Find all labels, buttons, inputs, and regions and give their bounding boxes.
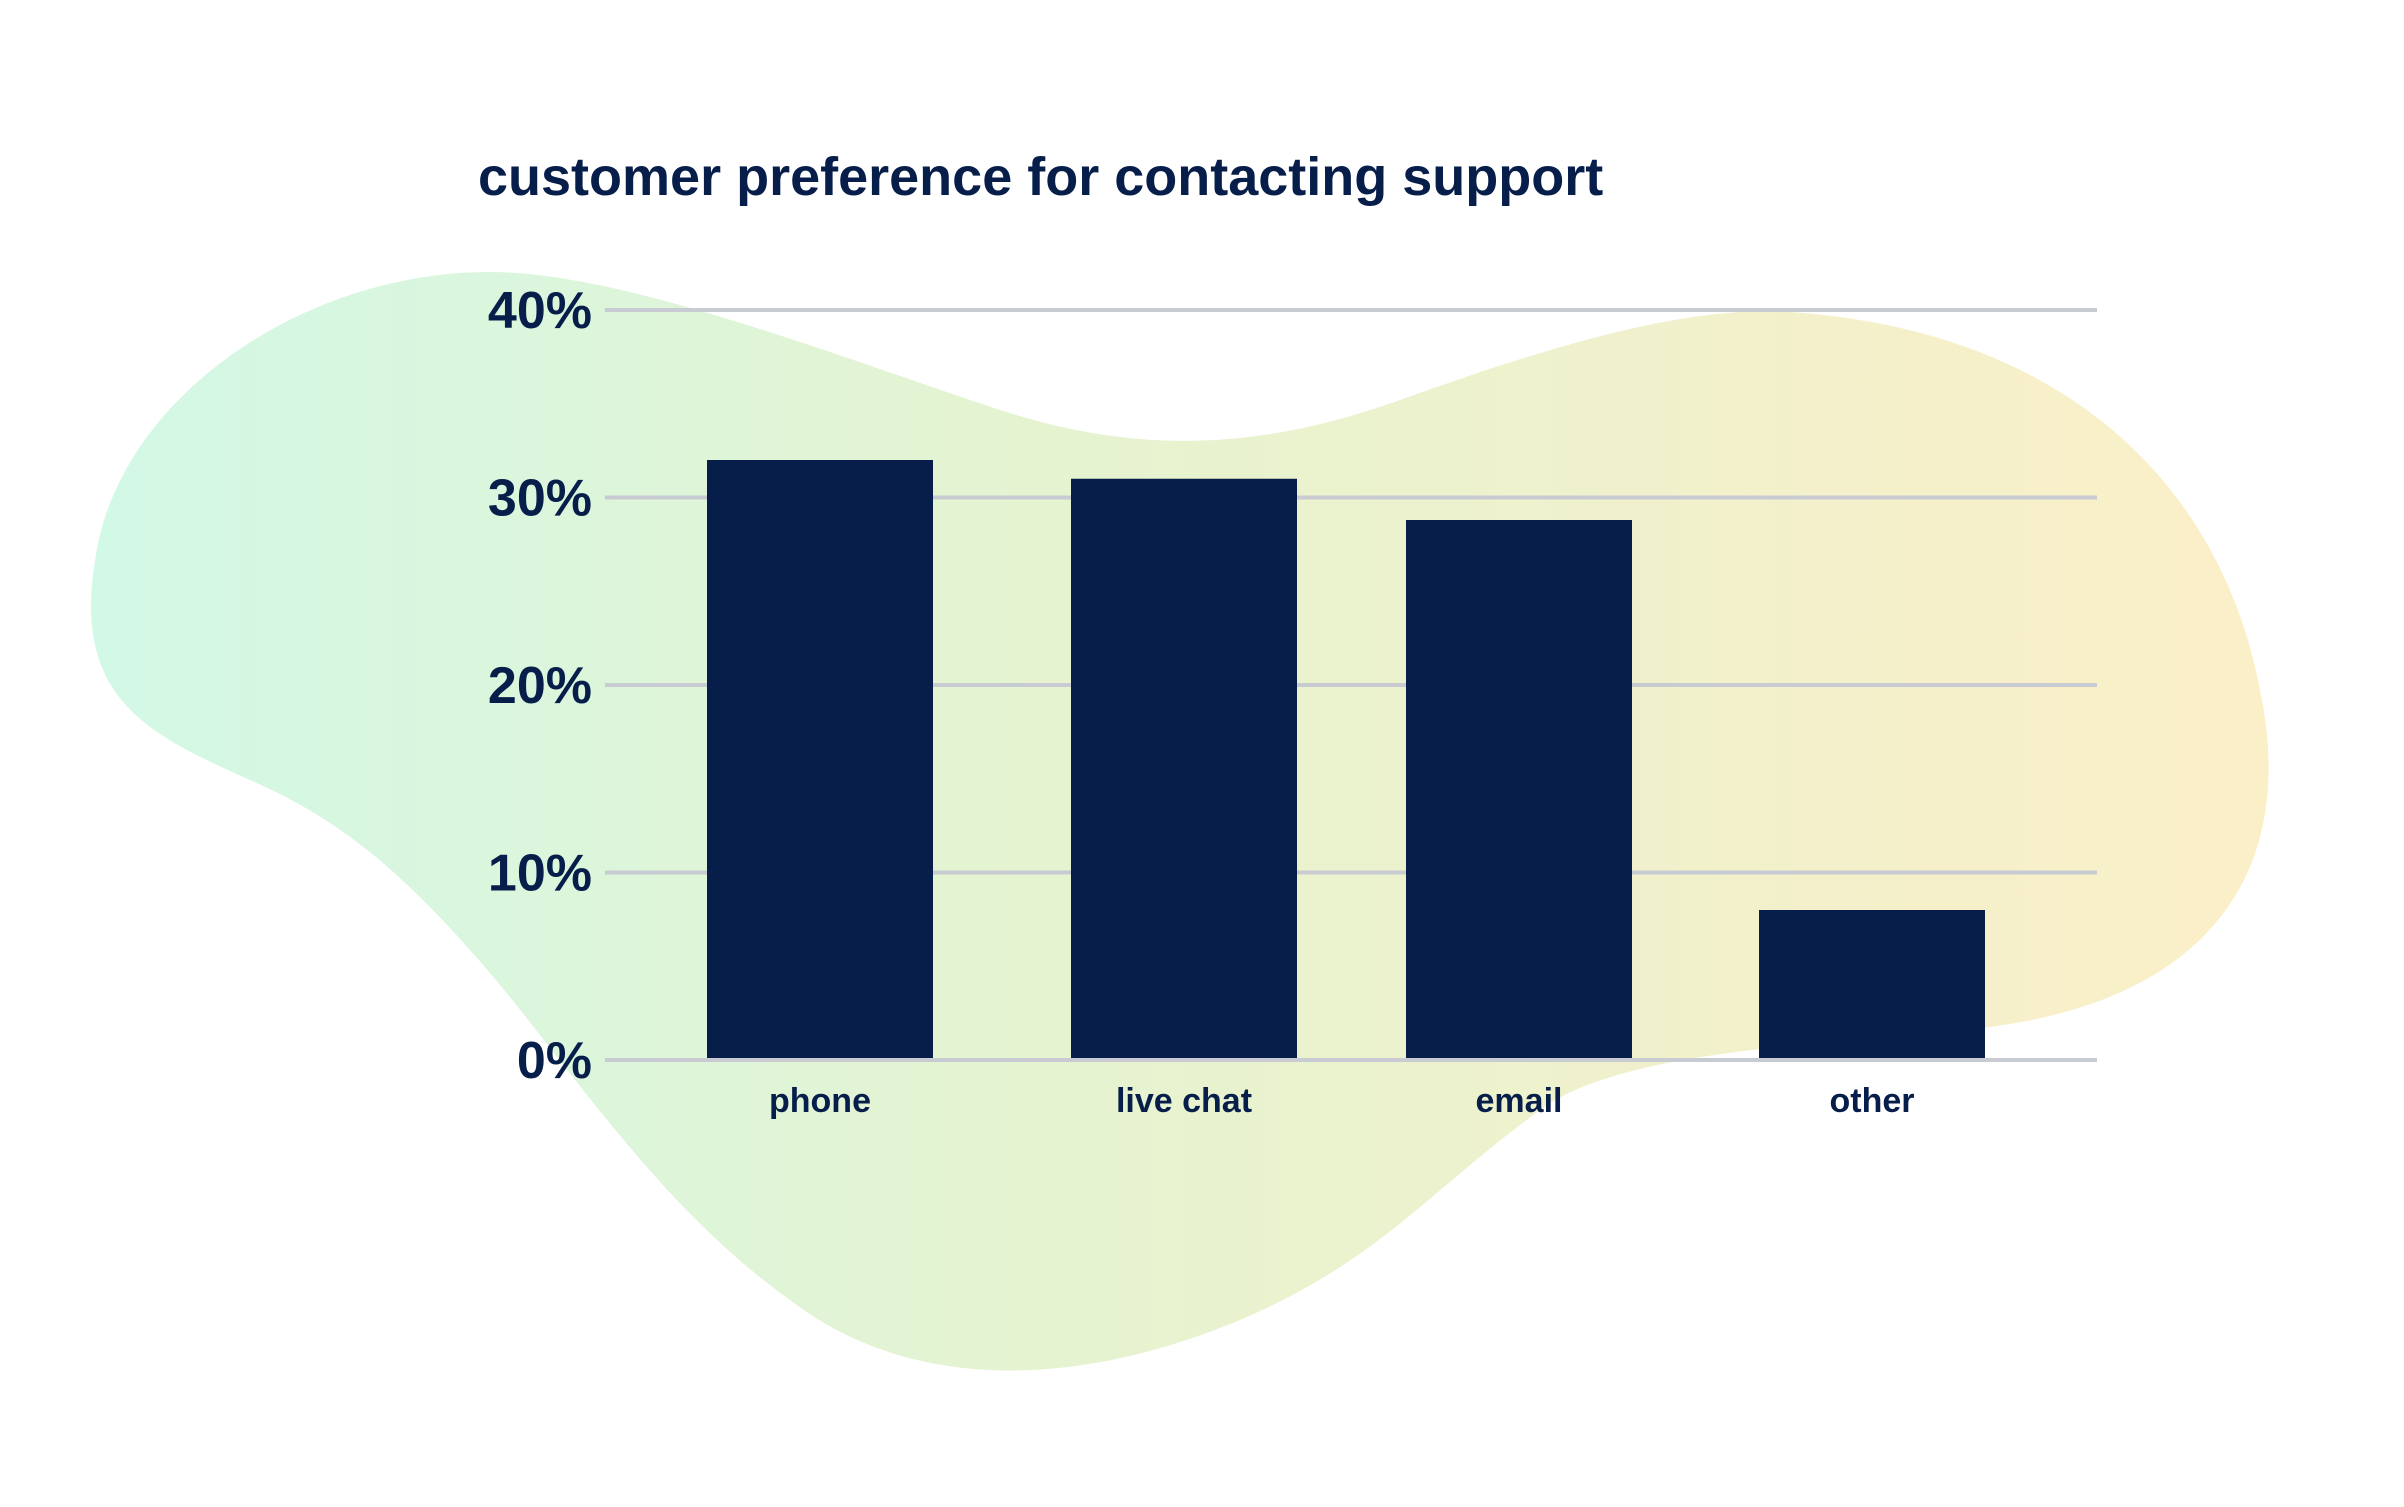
x-tick-label: live chat <box>1116 1082 1252 1120</box>
chart-title: customer preference for contacting suppo… <box>478 147 1603 207</box>
x-tick-label: other <box>1830 1082 1915 1120</box>
bar-phone <box>707 460 933 1060</box>
y-tick-label: 30% <box>488 470 592 528</box>
bar-other <box>1759 910 1985 1060</box>
y-tick-label: 10% <box>488 845 592 903</box>
bars <box>605 460 2097 1062</box>
y-axis: 0% 10% 20% 30% 40% <box>488 282 592 1090</box>
x-tick-label: email <box>1476 1082 1563 1120</box>
bar-email <box>1406 520 1632 1060</box>
bar-live-chat <box>1071 478 1297 1060</box>
x-axis: phone live chat email other <box>769 1082 1914 1120</box>
y-tick-label: 20% <box>488 657 592 715</box>
x-tick-label: phone <box>769 1082 871 1120</box>
y-tick-label: 0% <box>517 1032 592 1090</box>
y-tick-label: 40% <box>488 282 592 340</box>
